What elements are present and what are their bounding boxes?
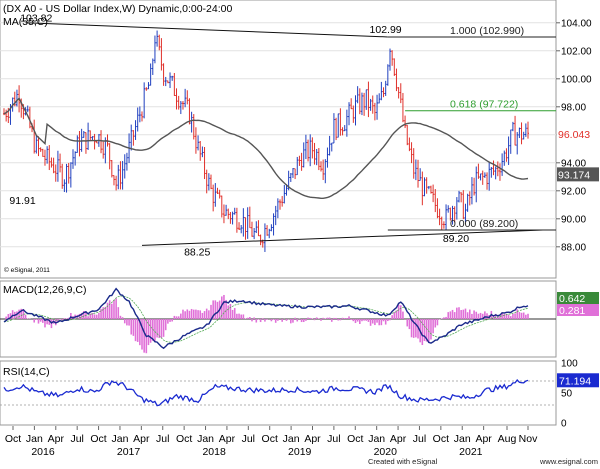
time-axis-month-label: Oct	[433, 433, 449, 445]
price-extreme-label: 91.91	[9, 195, 35, 207]
time-axis-month-label: Apr	[475, 433, 492, 445]
price-y-tick-label: 88.00	[561, 242, 586, 253]
macd-value-tag	[557, 292, 599, 304]
price-y-tick-label: 98.00	[561, 102, 586, 113]
price-extreme-label: 102.99	[370, 24, 402, 36]
rsi-panel-frame	[0, 360, 557, 426]
price-extreme-label: 88.25	[184, 246, 210, 258]
time-axis-month-label: Jan	[283, 433, 300, 445]
price-panel-frame	[0, 0, 557, 279]
time-axis-month-label: Nov	[519, 433, 538, 445]
macd-hist-tag	[557, 304, 599, 316]
rsi-y-tick-label: 0	[561, 419, 567, 430]
source-note: © eSignal, 2011	[4, 266, 50, 274]
price-y-tick-label: 102.00	[561, 46, 592, 57]
price-chart-title: (DX A0 - US Dollar Index,W) Dynamic,0:00…	[3, 3, 232, 15]
ma55-line	[3, 97, 529, 200]
trendline	[25, 22, 388, 38]
macd-title: MACD(12,26,9,C)	[3, 284, 86, 296]
time-axis-month-label: Jan	[197, 433, 214, 445]
ma-label: MA(55,C)	[3, 16, 48, 28]
time-axis-month-label: Jul	[242, 433, 255, 445]
macd-value: 0.642	[559, 293, 585, 305]
price-y-tick-label: 90.00	[561, 214, 586, 225]
time-axis-month-label: Oct	[176, 433, 192, 445]
rsi-line	[3, 378, 529, 407]
macd-hist-value: 0.281	[559, 305, 585, 317]
price-candles	[3, 30, 529, 252]
last-price-tag	[556, 126, 600, 142]
time-axis: Oct Jan Apr Jul Oct Jan Apr Jul Oct Jan Apr Jul Oct J…	[5, 426, 538, 458]
time-axis-year-label: 2017	[117, 446, 141, 458]
rsi-y-tick-label: 100	[561, 359, 578, 370]
time-axis-month-label: Apr	[304, 433, 321, 445]
time-axis-month-label: Apr	[219, 433, 236, 445]
price-y-tick-label: 94.00	[561, 158, 586, 169]
time-axis-month-label: Apr	[48, 433, 65, 445]
time-axis-year-label: 2021	[459, 446, 483, 458]
price-y-axis: 104.00102.00100.0098.0096.0094.0092.0090…	[556, 18, 600, 253]
fib-level-label: 0.618 (97.722)	[450, 99, 518, 111]
price-overlays: 1.000 (102.990) 0.618 (97.722) 0.000 (89.2…	[3, 12, 556, 258]
macd-line	[3, 287, 529, 350]
time-axis-month-label: Oct	[262, 433, 278, 445]
time-axis-month-label: Jul	[156, 433, 169, 445]
ma-value-tag	[557, 167, 599, 182]
time-axis-year-label: 2016	[31, 446, 55, 458]
time-axis-month-label: Jan	[368, 433, 385, 445]
rsi-value: 71.194	[559, 375, 591, 387]
price-extreme-label: 89.20	[443, 233, 469, 245]
time-axis-month-label: Jul	[327, 433, 340, 445]
time-axis-month-label: Oct	[90, 433, 106, 445]
trendline	[141, 229, 544, 246]
price-panel: 1.000 (102.990) 0.618 (97.722) 0.000 (89.2…	[0, 0, 600, 279]
time-axis-month-label: Jan	[111, 433, 128, 445]
rsi-panel: 100 50 0 71.194 RSI(14,C)	[0, 359, 599, 430]
fib-level-label: 0.000 (89.200)	[450, 218, 518, 230]
time-axis-month-label: Jul	[413, 433, 426, 445]
rsi-y-tick-label: 50	[561, 389, 573, 400]
time-axis-month-label: Jul	[70, 433, 83, 445]
price-y-tick-label: 100.00	[561, 74, 592, 85]
time-axis-year-label: 2018	[202, 446, 226, 458]
time-axis-month-label: Jan	[454, 433, 471, 445]
rsi-title: RSI(14,C)	[3, 366, 50, 378]
rsi-value-tag	[557, 373, 599, 388]
time-axis-month-label: Apr	[133, 433, 150, 445]
time-axis-year-label: 2020	[374, 446, 398, 458]
time-axis-month-label: Oct	[5, 433, 21, 445]
fib-level-label: 1.000 (102.990)	[450, 25, 524, 37]
rsi-body: 100 50 0 71.194	[0, 359, 599, 430]
ma-value: 93.174	[558, 169, 590, 181]
time-axis-month-label: Jan	[26, 433, 43, 445]
time-axis-month-label: Apr	[390, 433, 407, 445]
price-extreme-label: 103.82	[20, 12, 52, 24]
time-axis-year-label: 2019	[288, 446, 312, 458]
time-axis-month-label: Oct	[347, 433, 363, 445]
price-y-tick-label: 92.00	[561, 186, 586, 197]
footer-created: Created with eSignal	[368, 457, 438, 466]
price-y-tick-label: 104.00	[561, 18, 592, 29]
time-axis-month-label: Aug	[498, 433, 517, 445]
last-price-value: 96.043	[558, 129, 590, 141]
macd-signal-line	[3, 295, 529, 343]
footer-url: www.esignal.com	[539, 457, 598, 466]
